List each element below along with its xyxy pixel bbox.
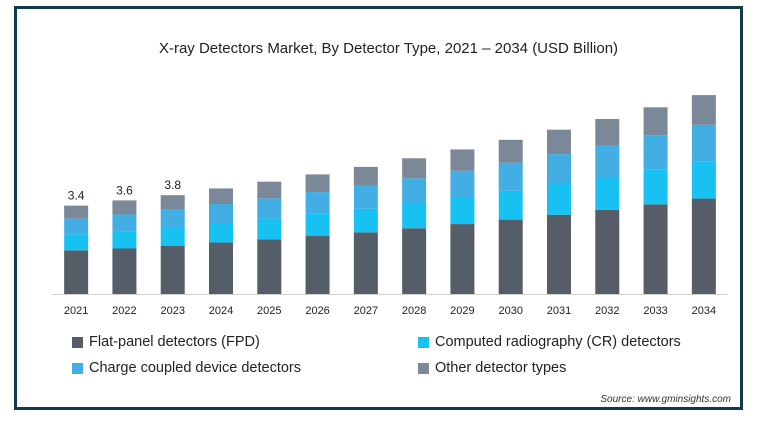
bar-segment-2027-s1 xyxy=(353,208,378,233)
bar-segment-2029-s3 xyxy=(450,149,475,171)
bar-segment-2033-s3 xyxy=(643,107,668,136)
bar-segment-2033-s2 xyxy=(643,135,668,170)
bar-segment-2029-s1 xyxy=(450,197,475,225)
bar-segment-2031-s1 xyxy=(547,184,571,215)
data-label-2022: 3.6 xyxy=(116,183,133,197)
data-label-2021: 3.4 xyxy=(68,189,85,203)
bar-segment-2025-s0 xyxy=(257,239,282,294)
bar-segment-2030-s0 xyxy=(498,219,523,294)
legend-item-cr: Computed radiography (CR) detectors xyxy=(418,334,681,350)
bar-segment-2024-s1 xyxy=(209,223,233,243)
bar-segment-2034-s1 xyxy=(691,161,716,199)
bar-segment-2023-s2 xyxy=(160,209,185,228)
chart-legend: Flat-panel detectors (FPD) Computed radi… xyxy=(72,334,732,378)
bar-segment-2028-s1 xyxy=(402,203,427,229)
bar-segment-2030-s2 xyxy=(498,162,523,191)
bar-segment-2033-s1 xyxy=(643,169,668,205)
legend-swatch-other xyxy=(418,362,429,374)
bar-segment-2023-s0 xyxy=(160,245,185,294)
bar-segment-2022-s1 xyxy=(112,231,137,249)
bar-segment-2027-s2 xyxy=(353,185,378,209)
bar-segment-2028-s0 xyxy=(402,228,427,294)
bar-segment-2022-s2 xyxy=(112,214,137,232)
bar-segment-2024-s0 xyxy=(209,242,233,294)
legend-label-other: Other detector types xyxy=(435,360,567,376)
x-tick-label-2033: 2033 xyxy=(643,305,667,317)
legend-swatch-cr xyxy=(418,336,429,348)
bar-segment-2032-s0 xyxy=(595,209,620,294)
bar-segment-2032-s2 xyxy=(595,145,620,177)
bar-segment-2025-s1 xyxy=(257,218,282,240)
x-tick-label-2032: 2032 xyxy=(595,305,619,317)
legend-item-ccd: Charge coupled device detectors xyxy=(72,360,301,376)
x-tick-label-2023: 2023 xyxy=(160,305,184,317)
bar-segment-2031-s0 xyxy=(547,214,571,294)
bar-segment-2022-s3 xyxy=(112,200,137,215)
bar-segment-2031-s3 xyxy=(547,129,571,155)
bar-segment-2033-s0 xyxy=(643,204,668,294)
x-tick-label-2025: 2025 xyxy=(257,305,281,317)
bar-segment-2021-s0 xyxy=(64,250,89,294)
bar-segment-2031-s2 xyxy=(547,154,571,185)
bar-segment-2025-s3 xyxy=(257,181,282,199)
legend-swatch-ccd xyxy=(72,362,83,374)
bar-segment-2026-s2 xyxy=(305,192,330,214)
source-note: Source: www.gminsights.com xyxy=(600,394,731,405)
x-tick-label-2022: 2022 xyxy=(112,305,136,317)
bar-segment-2028-s3 xyxy=(402,158,427,179)
legend-item-fpd: Flat-panel detectors (FPD) xyxy=(72,334,260,350)
x-tick-label-2030: 2030 xyxy=(498,305,522,317)
bar-segment-2029-s2 xyxy=(450,170,475,198)
bar-segment-2034-s2 xyxy=(691,124,716,162)
x-tick-label-2027: 2027 xyxy=(354,305,378,317)
legend-label-fpd: Flat-panel detectors (FPD) xyxy=(89,334,260,350)
bar-segment-2026-s3 xyxy=(305,174,330,193)
bar-segment-2030-s3 xyxy=(498,139,523,163)
bar-segment-2027-s0 xyxy=(353,232,378,294)
bar-segment-2023-s1 xyxy=(160,227,185,246)
bar-segment-2032-s1 xyxy=(595,177,620,210)
legend-label-cr: Computed radiography (CR) detectors xyxy=(435,334,681,350)
x-tick-label-2024: 2024 xyxy=(209,305,233,317)
data-label-2023: 3.8 xyxy=(164,178,181,192)
bar-segment-2023-s3 xyxy=(160,195,185,210)
bar-segment-2024-s3 xyxy=(209,188,233,205)
x-tick-label-2028: 2028 xyxy=(402,305,426,317)
bar-segment-2024-s2 xyxy=(209,204,233,224)
x-tick-label-2031: 2031 xyxy=(547,305,571,317)
bar-segment-2026-s1 xyxy=(305,213,330,237)
bar-segment-2030-s1 xyxy=(498,190,523,220)
bar-segment-2022-s0 xyxy=(112,248,137,294)
bar-segment-2021-s3 xyxy=(64,205,89,219)
bar-segment-2025-s2 xyxy=(257,198,282,219)
legend-label-ccd: Charge coupled device detectors xyxy=(89,360,301,376)
bar-segment-2034-s3 xyxy=(691,95,716,125)
bar-segment-2026-s0 xyxy=(305,236,330,294)
x-tick-label-2021: 2021 xyxy=(64,305,88,317)
x-tick-label-2026: 2026 xyxy=(305,305,329,317)
bar-segment-2029-s0 xyxy=(450,224,475,294)
legend-swatch-fpd xyxy=(72,336,83,348)
bar-segment-2021-s1 xyxy=(64,234,89,251)
bar-segment-2034-s0 xyxy=(691,198,716,294)
x-tick-label-2029: 2029 xyxy=(450,305,474,317)
bar-segment-2032-s3 xyxy=(595,119,620,146)
chart-title: X-ray Detectors Market, By Detector Type… xyxy=(158,40,619,57)
bar-segment-2027-s3 xyxy=(353,166,378,186)
bar-segment-2021-s2 xyxy=(64,218,89,235)
bar-segment-2028-s2 xyxy=(402,178,427,203)
legend-item-other: Other detector types xyxy=(418,360,566,376)
x-tick-label-2034: 2034 xyxy=(692,305,716,317)
